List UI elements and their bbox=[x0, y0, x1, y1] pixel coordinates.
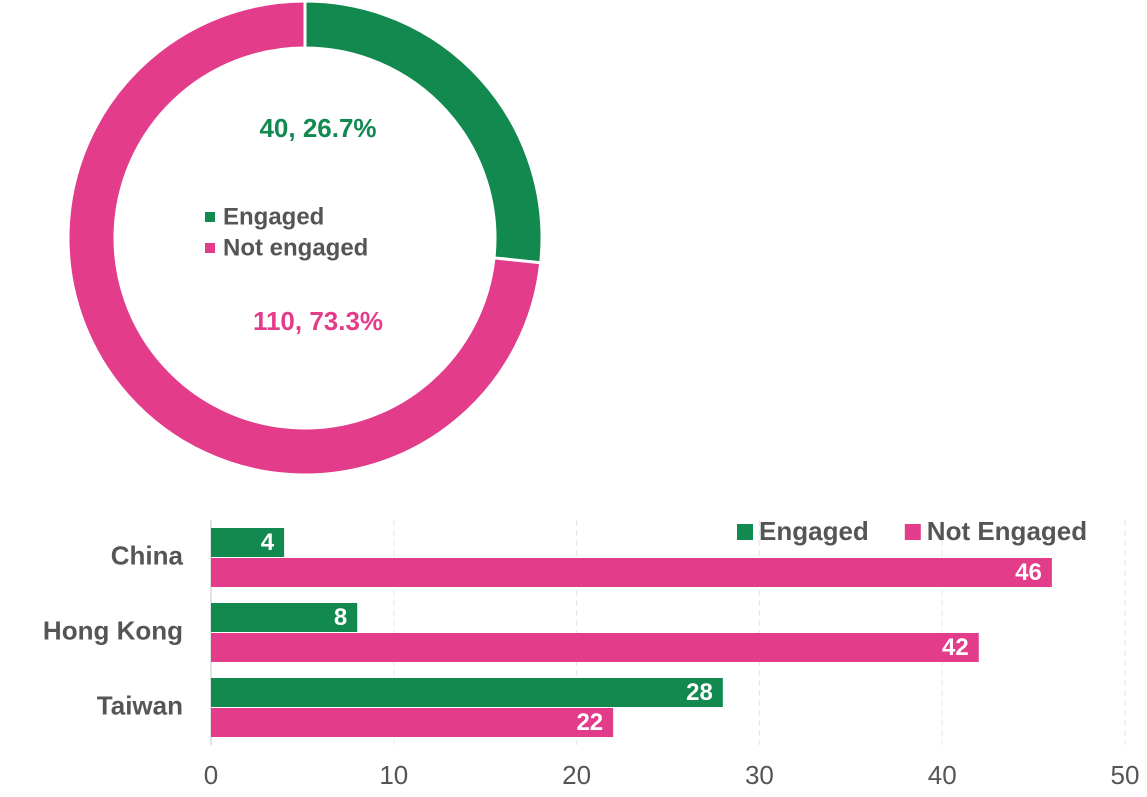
legend-swatch bbox=[904, 524, 921, 540]
legend-swatch bbox=[737, 524, 753, 540]
bar bbox=[211, 603, 358, 632]
legend-label: Not engaged bbox=[223, 234, 368, 261]
bar bbox=[211, 708, 614, 737]
y-tick-label: Hong Kong bbox=[43, 615, 183, 645]
data-label: 40, 26.7% bbox=[259, 113, 377, 143]
data-label: 8 bbox=[334, 604, 347, 631]
x-tick-label: 10 bbox=[379, 760, 408, 790]
data-label: 110, 73.3% bbox=[252, 306, 384, 336]
y-tick-label: China bbox=[111, 540, 184, 570]
legend-swatch bbox=[205, 243, 215, 253]
data-label: 4 bbox=[261, 529, 275, 556]
x-tick-label: 20 bbox=[562, 760, 591, 790]
data-label: 42 bbox=[942, 634, 969, 661]
bar bbox=[211, 528, 285, 557]
x-tick-label: 40 bbox=[928, 760, 957, 790]
data-label: 46 bbox=[1015, 559, 1042, 586]
bar bbox=[211, 633, 979, 662]
legend-swatch bbox=[205, 212, 215, 222]
y-tick-label: Taiwan bbox=[97, 690, 183, 720]
x-tick-label: 50 bbox=[1111, 760, 1140, 790]
x-tick-label: 0 bbox=[204, 760, 218, 790]
legend-label: Not Engaged bbox=[927, 516, 1087, 546]
legend-label: Engaged bbox=[223, 203, 324, 230]
legend-label: Engaged bbox=[759, 516, 869, 546]
bar bbox=[211, 558, 1052, 587]
data-label: 22 bbox=[576, 709, 603, 736]
donut-segment bbox=[66, 0, 543, 477]
bar bbox=[211, 678, 723, 707]
data-label: 28 bbox=[686, 679, 713, 706]
x-tick-label: 30 bbox=[745, 760, 774, 790]
